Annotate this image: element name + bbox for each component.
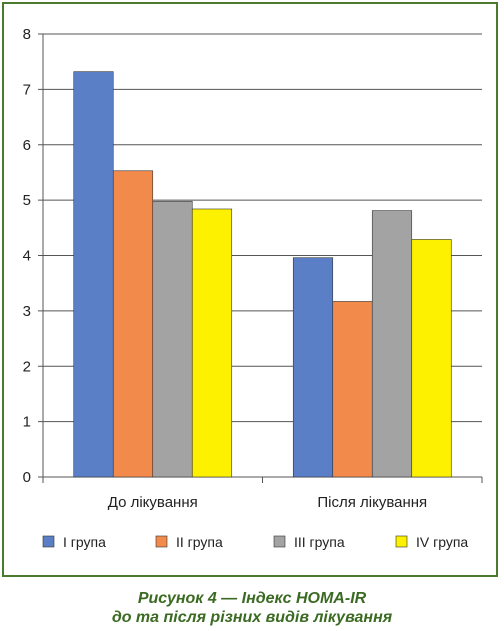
y-tick-label: 2 [23, 358, 31, 375]
legend-swatch [273, 535, 286, 548]
bars [73, 71, 452, 478]
y-tick-label: 4 [23, 248, 31, 265]
bar [411, 239, 452, 478]
y-tick-label: 3 [23, 303, 31, 320]
bar-chart: 0 1 2 3 4 5 6 7 8 До лікування Після лікування I г… [23, 26, 483, 550]
legend-swatch [395, 535, 408, 548]
legend-label: I група [63, 534, 106, 550]
y-tick-label: 6 [23, 137, 31, 154]
y-tick-label: 5 [23, 192, 31, 209]
caption-line-1: Рисунок 4 — Індекс HOMA-IR [137, 590, 367, 607]
bar [191, 208, 233, 478]
bar [371, 210, 413, 478]
bar [332, 301, 373, 478]
bar [152, 200, 193, 478]
labels: 0 1 2 3 4 5 6 7 8 До лікування Після лікування [23, 26, 428, 511]
y-tick-label: 7 [23, 81, 31, 98]
bar [292, 257, 334, 478]
bar [73, 71, 114, 478]
legend-label: III група [294, 534, 345, 550]
bar [112, 170, 154, 478]
y-tick-label: 1 [23, 414, 31, 431]
legend-label: II група [176, 534, 223, 550]
legend: I група II група III група IV група [42, 534, 468, 550]
figure-caption: Рисунок 4 — Індекс HOMA-IR до та після р… [0, 589, 504, 627]
y-tick-label: 8 [23, 26, 31, 43]
legend-swatch [155, 535, 168, 548]
legend-swatch [42, 535, 55, 548]
category-label: До лікування [108, 494, 198, 511]
caption-line-2: до та після різних видів лікування [111, 609, 393, 626]
legend-label: IV група [416, 534, 468, 550]
category-label: Після лікування [317, 494, 427, 511]
y-tick-label: 0 [23, 469, 31, 486]
